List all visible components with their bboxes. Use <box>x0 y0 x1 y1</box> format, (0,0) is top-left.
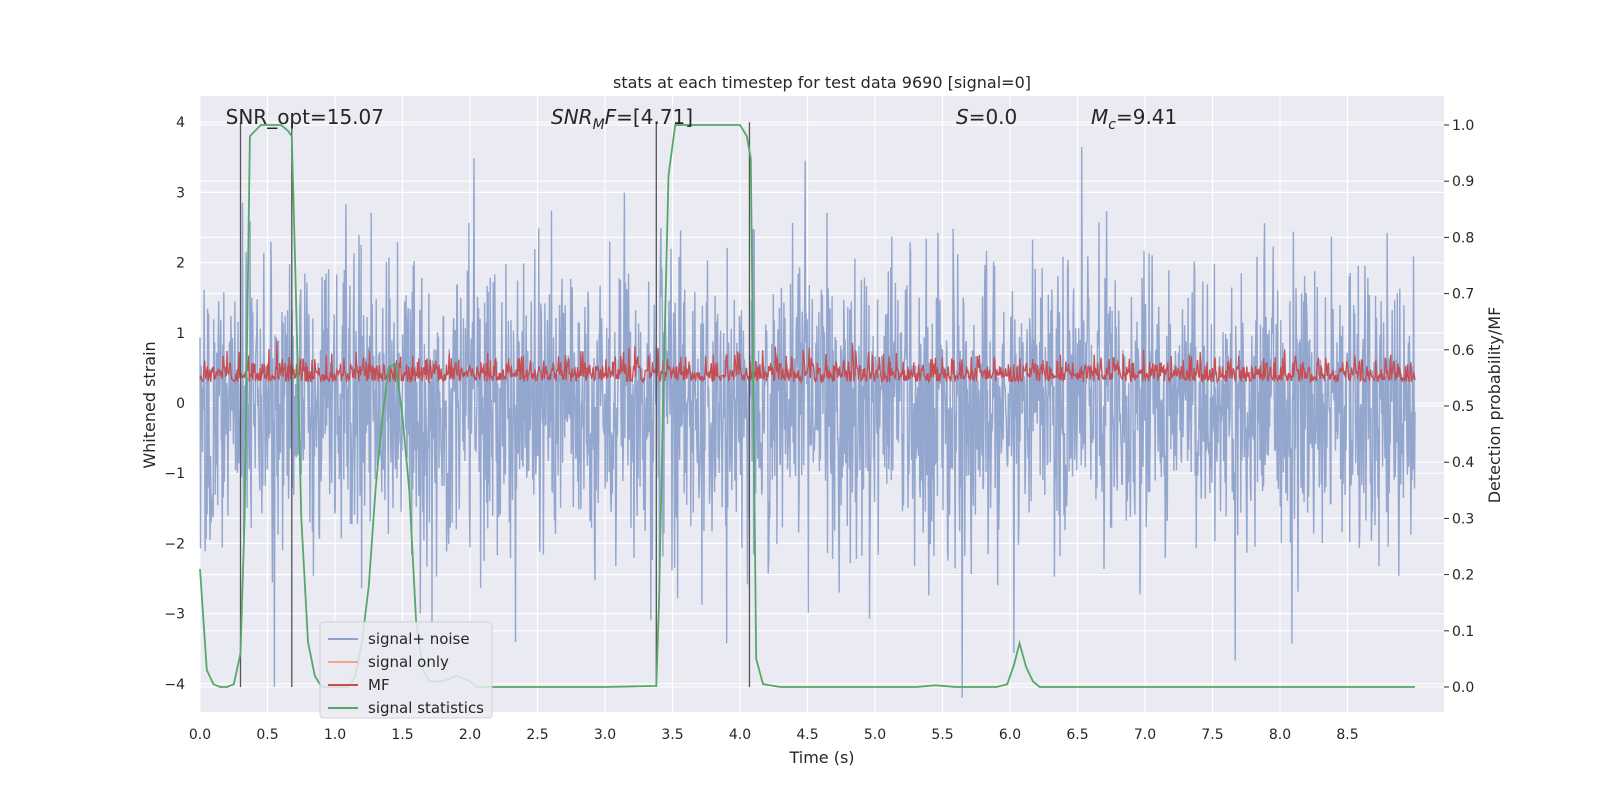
legend-box <box>319 621 493 719</box>
y-left-tick-label: 3 <box>176 185 185 201</box>
x-tick-label: 0.5 <box>256 727 278 743</box>
y-right-tick-label: 0.8 <box>1452 230 1474 246</box>
x-tick-label: 6.0 <box>999 727 1021 743</box>
x-tick-label: 8.0 <box>1269 727 1291 743</box>
y-right-tick-label: 0.1 <box>1452 624 1474 640</box>
series-mf <box>199 340 1416 385</box>
x-tick-label: 1.0 <box>324 727 346 743</box>
y-axis-label-left: Whitened strain <box>140 341 159 468</box>
x-tick-label: 2.0 <box>459 727 481 743</box>
y-right-tick-label: 0.7 <box>1452 287 1474 303</box>
annotation-mc: Mc=9.41 <box>1091 105 1177 133</box>
y-left-tick-label: −3 <box>164 607 185 623</box>
x-tick-label: 0.0 <box>189 727 211 743</box>
y-left-tick-label: 0 <box>176 396 185 412</box>
signal-plus-noise-line <box>199 146 1416 698</box>
y-left-tick-label: −2 <box>164 536 185 552</box>
annotation-snr-mf-tail: F <box>605 105 617 129</box>
annotation-mc-value: =9.41 <box>1116 105 1177 129</box>
annotation-snr-mf-value: =[4.71] <box>616 105 693 129</box>
y-right-tick-label: 0.2 <box>1452 568 1474 584</box>
legend-label: signal only <box>368 653 449 671</box>
y-right-tick-label: 0.4 <box>1452 455 1474 471</box>
x-tick-label: 4.0 <box>729 727 751 743</box>
vertical-lines <box>239 122 751 687</box>
y-right-tick-label: 0.3 <box>1452 511 1474 527</box>
annotation-snr-mf-subscript: M <box>593 117 605 133</box>
x-axis-label: Time (s) <box>788 748 854 767</box>
x-tick-label: 2.5 <box>526 727 548 743</box>
y-left-tick-label: 2 <box>176 256 185 272</box>
legend-label: MF <box>368 676 390 694</box>
annotation-snr-mf-base: SNR <box>551 105 593 129</box>
x-tick-label: 7.5 <box>1201 727 1223 743</box>
x-tick-label: 8.5 <box>1336 727 1358 743</box>
chart-title: stats at each timestep for test data 969… <box>613 73 1031 92</box>
annotation-mc-subscript: c <box>1108 117 1116 133</box>
y-left-tick-label: −1 <box>164 466 185 482</box>
y-right-tick-label: 0.5 <box>1452 399 1474 415</box>
x-tick-label: 1.5 <box>391 727 413 743</box>
annotation-mc-base: M <box>1091 105 1108 129</box>
x-tick-label: 6.5 <box>1066 727 1088 743</box>
annotation-s-symbol: S <box>956 105 969 129</box>
y-right-tick-label: 1.0 <box>1452 118 1474 134</box>
y-right-tick-labels: 1.0 0.9 0.8 0.7 0.6 0.5 0.4 0.3 0.2 0.1 0.0 <box>1444 118 1474 696</box>
annotation-snr-mf: SNRMF=[4.71] <box>551 105 693 133</box>
y-right-tick-label: 0.6 <box>1452 343 1474 359</box>
y-left-tick-label: −4 <box>164 677 185 693</box>
legend-label: signal+ noise <box>368 630 470 648</box>
x-tick-label: 4.5 <box>796 727 818 743</box>
y-left-tick-labels: 4 3 2 1 0 −1 −2 −3 −4 <box>164 115 185 693</box>
annotation-s-value: =0.0 <box>969 105 1018 129</box>
y-axis-label-right: Detection probability/MF <box>1485 307 1504 504</box>
y-right-tick-label: 0.9 <box>1452 174 1474 190</box>
x-tick-label: 5.5 <box>931 727 953 743</box>
series-signal-plus-noise <box>199 146 1416 698</box>
y-left-tick-label: 1 <box>176 326 185 342</box>
x-tick-labels: 0.0 0.5 1.0 1.5 2.0 2.5 3.0 3.5 4.0 4.5 5.0 5.5 6.0 6… <box>189 727 1359 743</box>
x-tick-label: 3.5 <box>661 727 683 743</box>
annotations: SNR_opt=15.07 SNRMF=[4.71] S=0.0 Mc=9.41 <box>226 105 1178 133</box>
x-tick-label: 3.0 <box>594 727 616 743</box>
mf-line <box>199 340 1416 385</box>
annotation-s: S=0.0 <box>956 105 1017 129</box>
y-left-tick-label: 4 <box>176 115 185 131</box>
legend: signal+ noise signal only MF signal statist… <box>319 621 493 719</box>
legend-label: signal statistics <box>368 699 484 717</box>
x-tick-label: 5.0 <box>864 727 886 743</box>
x-tick-label: 7.0 <box>1134 727 1156 743</box>
annotation-snr-opt: SNR_opt=15.07 <box>226 105 384 129</box>
y-right-tick-label: 0.0 <box>1452 680 1474 696</box>
